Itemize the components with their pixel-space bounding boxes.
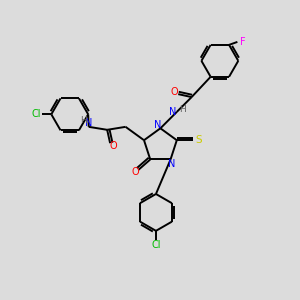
Text: F: F [240,37,245,47]
Text: N: N [169,107,177,117]
Text: H: H [179,105,185,114]
Text: N: N [168,159,176,169]
Text: S: S [195,135,202,145]
Text: N: N [154,120,162,130]
Text: Cl: Cl [151,240,161,250]
Text: O: O [131,167,139,177]
Text: N: N [85,118,92,128]
Text: H: H [80,116,87,125]
Text: O: O [110,141,118,151]
Text: Cl: Cl [32,109,41,119]
Text: O: O [171,87,178,97]
